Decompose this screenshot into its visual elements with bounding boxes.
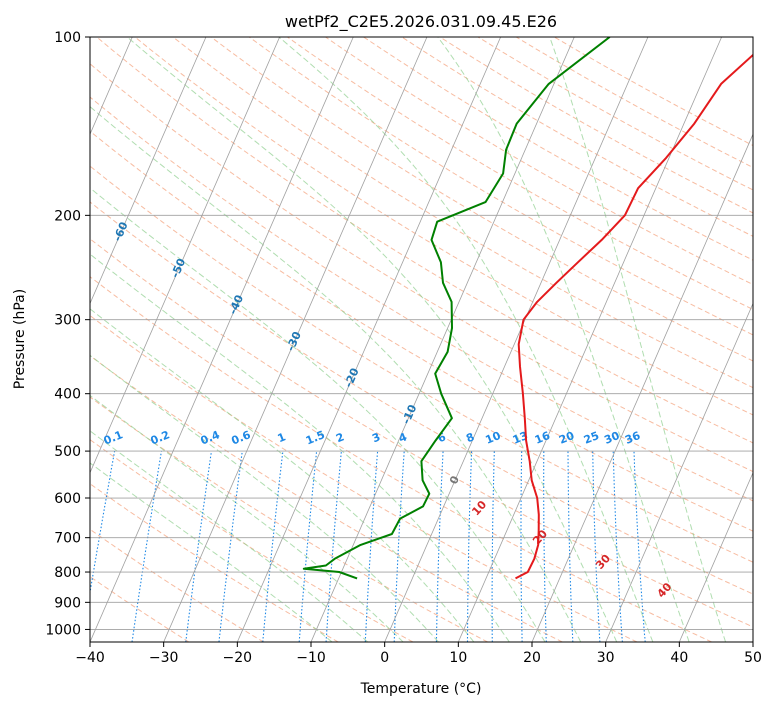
y-tick-label: 300 xyxy=(54,313,81,329)
x-tick-label: 50 xyxy=(744,650,762,666)
y-tick-label: 200 xyxy=(54,208,81,224)
x-tick-label: 40 xyxy=(670,650,688,666)
isotherm xyxy=(236,37,501,642)
isotherm xyxy=(531,133,753,642)
mixing-ratio-line xyxy=(364,451,379,642)
mixing-ratio-line xyxy=(262,451,284,642)
dewpoint-profile xyxy=(302,37,611,580)
y-tick-label: 400 xyxy=(54,387,81,403)
dry-adiabat xyxy=(325,37,753,286)
isotherm xyxy=(90,37,280,474)
x-tick-label: −30 xyxy=(149,650,179,666)
moist-adiabat xyxy=(278,37,654,642)
x-tick-label: −20 xyxy=(223,650,253,666)
moist-adiabat xyxy=(437,37,690,642)
dry-adiabat xyxy=(134,37,753,416)
isotherm xyxy=(384,37,649,642)
dry-adiabat xyxy=(210,37,753,362)
mixing-ratio-label: 8 xyxy=(464,430,476,445)
isotherm xyxy=(90,37,354,642)
y-tick-label: 900 xyxy=(54,595,81,611)
y-tick-label: 1000 xyxy=(45,622,81,638)
y-tick-label: 100 xyxy=(54,30,81,46)
moist-adiabat xyxy=(90,394,404,642)
dry-adiabat xyxy=(90,276,712,642)
x-tick-label: 0 xyxy=(380,650,389,666)
isotherm xyxy=(678,471,753,642)
moist-adiabat xyxy=(90,106,582,642)
isotherm xyxy=(90,37,207,305)
moist-adiabat xyxy=(90,462,333,642)
x-tick-label: −10 xyxy=(296,650,326,666)
x-tick-label: 10 xyxy=(449,650,467,666)
y-tick-label: 500 xyxy=(54,444,81,460)
mixing-ratio-line xyxy=(393,451,405,642)
isotherm xyxy=(457,37,722,642)
isotherm-label: -70 xyxy=(53,183,73,207)
mixing-ratio-line xyxy=(298,451,318,642)
mixing-ratio-label: 30 xyxy=(602,429,621,447)
mixing-ratio-line xyxy=(325,451,342,642)
y-axis: 100 200 300 400 500 600 700 800 900 1000 xyxy=(45,30,90,638)
mixing-ratio-label: 3 xyxy=(370,430,382,445)
dry-adiabat xyxy=(90,165,753,563)
dry-adiabat xyxy=(90,355,563,642)
mixing-ratio-label: 25 xyxy=(582,429,601,447)
mixing-ratio-line xyxy=(543,451,547,642)
y-tick-label: 800 xyxy=(54,565,81,581)
mixing-ratio-label: 10 xyxy=(483,429,502,447)
y-tick-label: 700 xyxy=(54,531,81,547)
isotherm-label: -80 xyxy=(2,130,22,154)
x-tick-label: 30 xyxy=(597,650,615,666)
mixing-ratio-label: 1 xyxy=(276,430,288,445)
dry-adiabat xyxy=(90,396,488,642)
mixing-ratio-line xyxy=(466,451,473,642)
moist-adiabat xyxy=(90,430,369,642)
moist-adiabat xyxy=(90,187,546,642)
isotherm xyxy=(163,37,428,642)
mixing-ratio-line xyxy=(435,451,444,642)
dry-adiabat xyxy=(90,201,753,595)
profiles xyxy=(302,37,753,580)
mixing-ratio-line xyxy=(592,451,601,642)
plot-background xyxy=(90,37,753,642)
y-axis-label: Pressure (hPa) xyxy=(12,289,28,389)
x-axis: −40 −30 −20 −10 0 10 20 30 40 50 xyxy=(75,642,762,666)
isotherm xyxy=(605,302,753,642)
x-tick-label: 20 xyxy=(523,650,541,666)
moist-adiabat xyxy=(90,253,510,642)
isotherm xyxy=(752,640,753,642)
dry-adiabat xyxy=(90,238,753,628)
mixing-ratio-line xyxy=(612,451,623,642)
dry-adiabat xyxy=(96,37,753,444)
mixing-ratio-line xyxy=(520,451,523,642)
x-axis-label: Temperature (°C) xyxy=(360,681,482,697)
mixing-ratio-label: 20 xyxy=(557,429,576,447)
isotherm xyxy=(0,37,59,642)
background-lines xyxy=(0,37,753,642)
mixing-ratio-label: 16 xyxy=(533,429,552,447)
x-tick-label: −40 xyxy=(75,650,105,666)
y-tick-label: 600 xyxy=(54,491,81,507)
temperature-profile xyxy=(515,53,753,580)
dry-adiabat xyxy=(90,314,638,642)
dry-adiabat xyxy=(90,130,753,532)
mixing-ratio-label: 2 xyxy=(334,430,346,445)
mixing-ratio-label: 36 xyxy=(623,429,642,447)
mixing-ratio-line xyxy=(567,451,574,642)
chart-title: wetPf2_C2E5.2026.031.09.45.E26 xyxy=(285,12,557,32)
plot-frame xyxy=(89,36,754,643)
isotherm xyxy=(310,37,575,642)
dry-adiabat xyxy=(172,37,753,389)
dry-adiabat xyxy=(90,96,753,502)
